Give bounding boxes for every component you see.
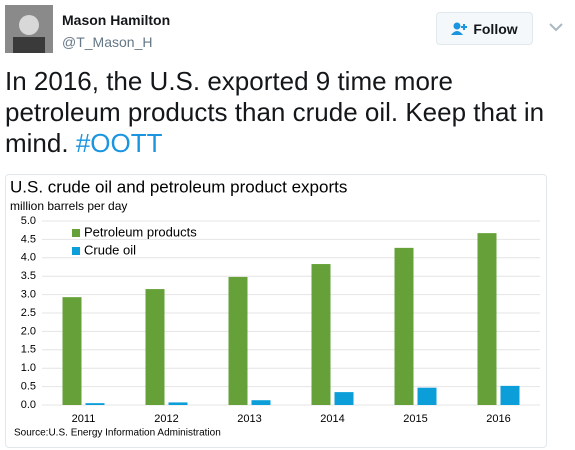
x-tick-label: 2013 — [237, 413, 261, 425]
bar — [394, 247, 414, 405]
y-tick-label: 1.5 — [21, 344, 36, 356]
chart-source: Source:U.S. Energy Information Administr… — [14, 428, 221, 439]
bar — [477, 233, 497, 405]
tweet-text: In 2016, the U.S. exported 9 time more p… — [5, 66, 570, 159]
y-tick-label: 0.0 — [21, 399, 36, 411]
bar — [251, 400, 271, 405]
bar — [500, 385, 520, 405]
y-tick-label: 2.5 — [21, 307, 36, 319]
follow-button[interactable]: Follow — [436, 12, 533, 45]
avatar[interactable] — [5, 5, 53, 53]
bar — [168, 402, 188, 405]
y-tick-label: 4.0 — [21, 252, 36, 264]
hashtag[interactable]: #OOTT — [75, 128, 163, 158]
bar — [311, 264, 331, 405]
chart-title: U.S. crude oil and petroleum product exp… — [10, 177, 347, 196]
x-tick-label: 2014 — [320, 413, 344, 425]
bar — [145, 289, 165, 405]
legend-label: Petroleum products — [84, 224, 197, 239]
chart-card[interactable] — [5, 174, 547, 448]
menu-chevron[interactable] — [549, 22, 563, 32]
y-tick-label: 1.0 — [21, 362, 36, 374]
x-tick-label: 2011 — [72, 413, 96, 425]
y-tick-label: 2.0 — [21, 325, 36, 337]
y-tick-label: 4.5 — [21, 233, 36, 245]
legend-label: Crude oil — [84, 242, 136, 257]
tweet-body: In 2016, the U.S. exported 9 time more p… — [5, 66, 545, 158]
y-tick-label: 3.5 — [21, 270, 36, 282]
x-tick-label: 2012 — [154, 413, 178, 425]
bar — [62, 297, 82, 405]
x-tick-label: 2016 — [486, 413, 510, 425]
y-tick-label: 5.0 — [21, 215, 36, 227]
user-handle[interactable]: @T_Mason_H — [62, 34, 153, 50]
user-name[interactable]: Mason Hamilton — [62, 12, 171, 28]
chart-subtitle: million barrels per day — [10, 199, 127, 213]
y-tick-label: 0.5 — [21, 381, 36, 393]
x-tick-label: 2015 — [403, 413, 427, 425]
follow-icon — [451, 22, 468, 35]
legend-swatch — [72, 229, 80, 237]
bar — [228, 276, 248, 405]
bar — [417, 387, 437, 405]
follow-label: Follow — [473, 20, 518, 37]
legend-swatch — [72, 247, 80, 255]
bar — [334, 392, 354, 405]
bar — [85, 403, 105, 405]
y-tick-label: 3.0 — [21, 289, 36, 301]
